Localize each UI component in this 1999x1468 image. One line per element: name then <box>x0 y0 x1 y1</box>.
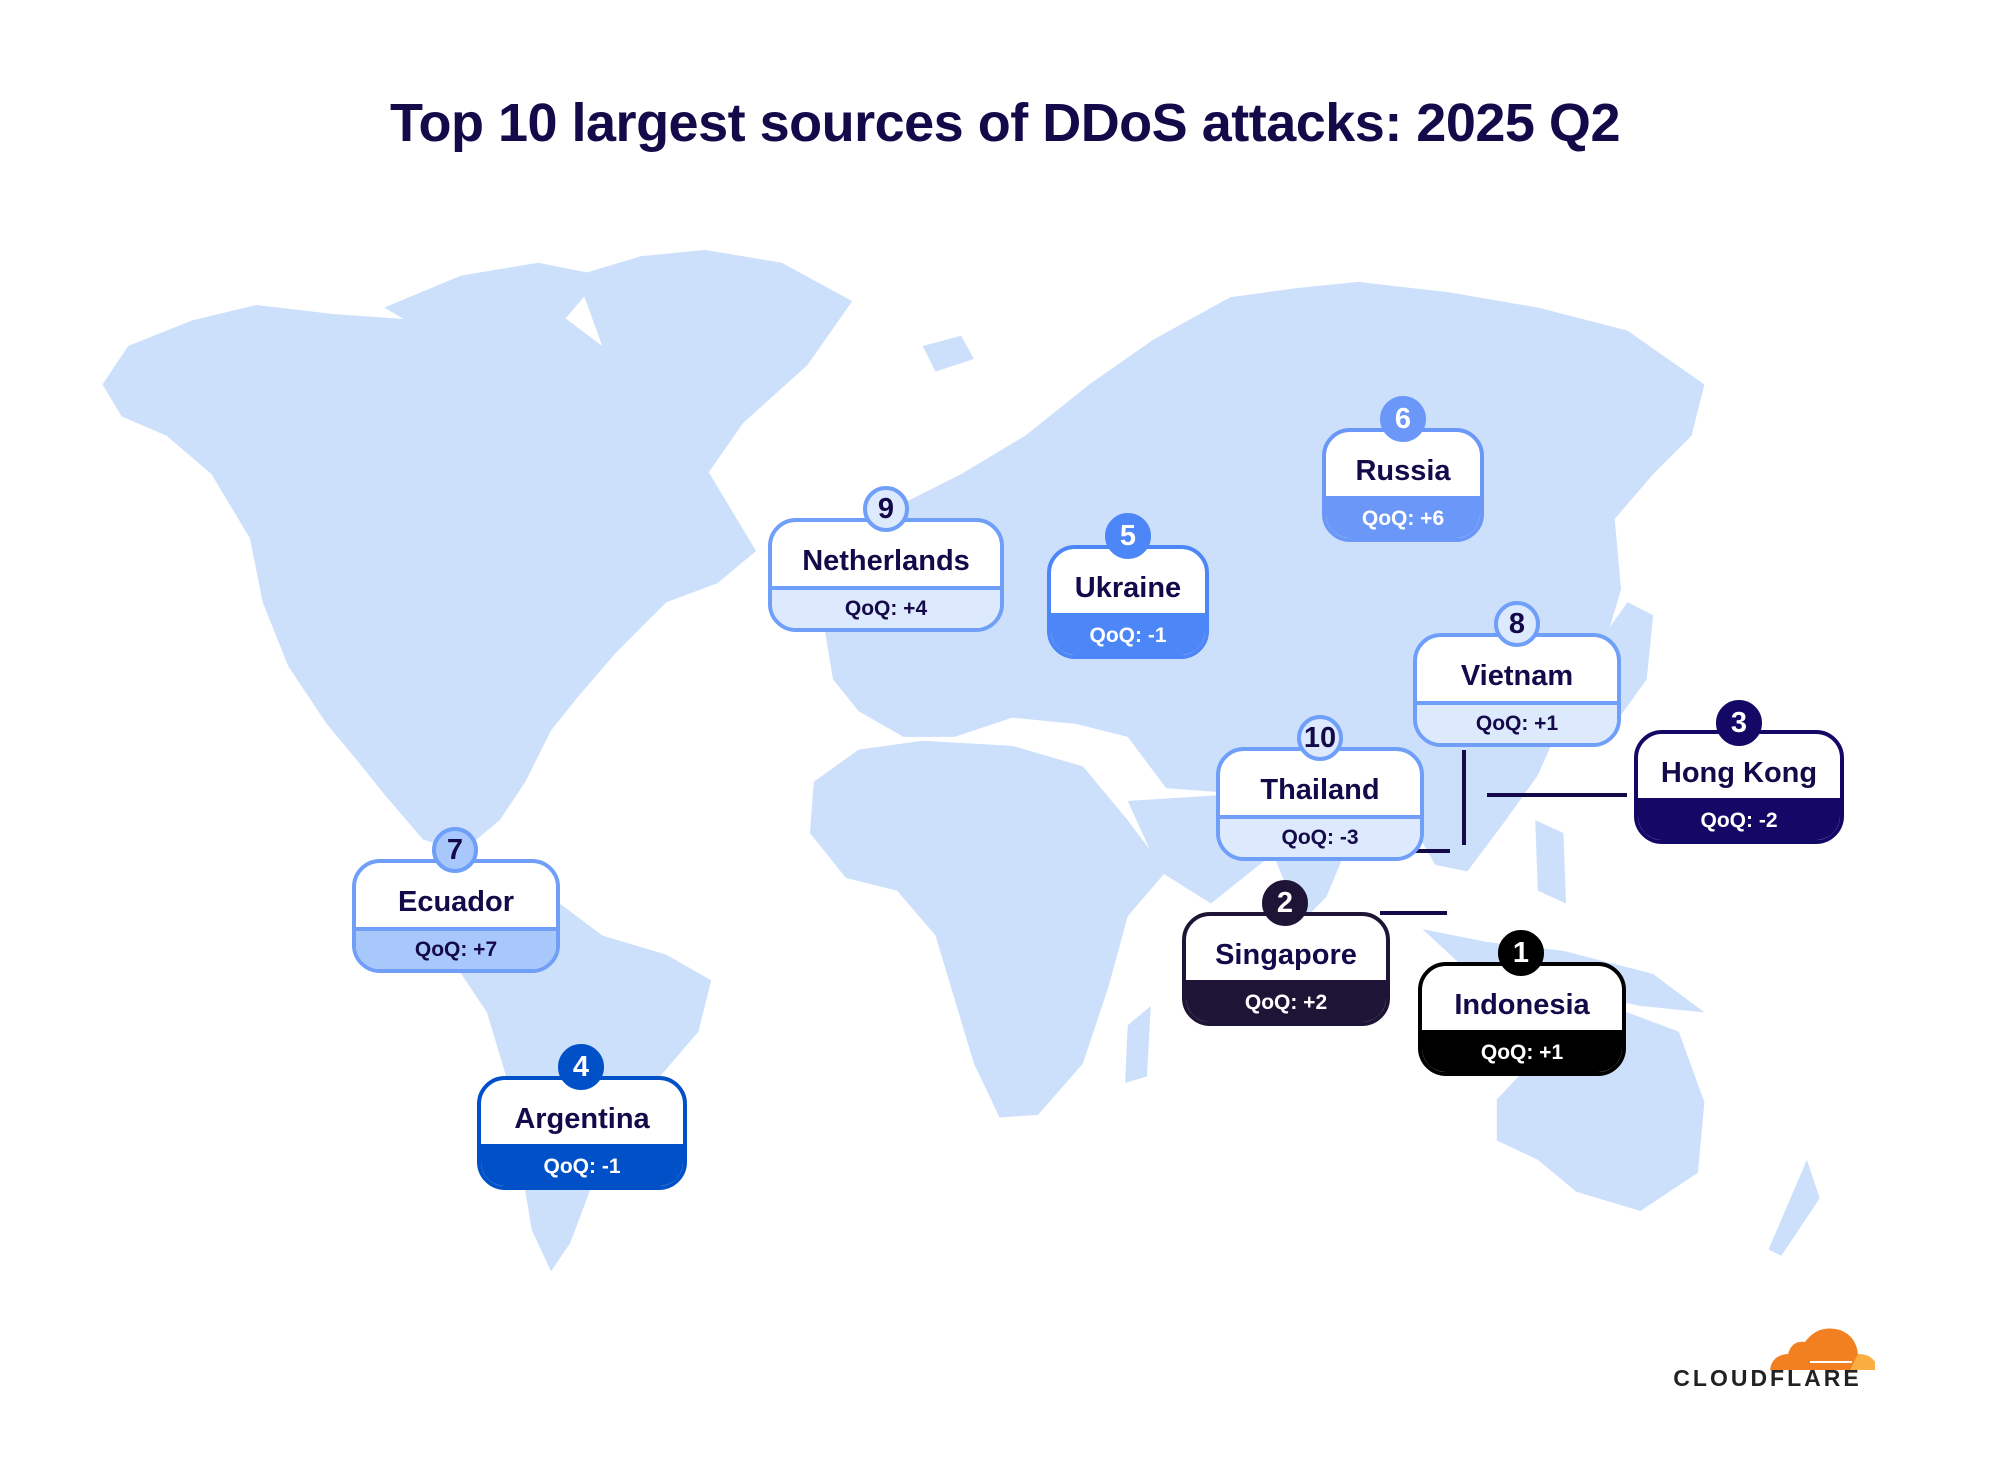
country-name: Hong Kong <box>1660 757 1818 789</box>
country-card-vietnam: Vietnam QoQ: +1 <box>1413 633 1621 747</box>
madagascar <box>1125 1005 1151 1083</box>
qoq-change: QoQ: +6 <box>1326 496 1480 538</box>
qoq-change: QoQ: -1 <box>1051 613 1205 655</box>
country-name: Vietnam <box>1460 660 1574 692</box>
rank-badge: 1 <box>1498 930 1544 976</box>
country-name: Ukraine <box>1074 572 1182 604</box>
rank-badge: 3 <box>1716 700 1762 746</box>
country-card-indonesia: Indonesia QoQ: +1 <box>1418 962 1626 1076</box>
rank-badge: 7 <box>432 827 478 873</box>
new-zealand <box>1768 1159 1820 1256</box>
qoq-change: QoQ: -3 <box>1220 815 1420 857</box>
singapore-connector <box>1380 911 1447 915</box>
scandinavia <box>1070 365 1199 507</box>
country-name: Thailand <box>1260 774 1380 806</box>
arctic-islands <box>384 262 603 336</box>
rank-badge: 2 <box>1262 880 1308 926</box>
philippines <box>1535 820 1566 904</box>
north-america <box>102 297 757 853</box>
chart-title: Top 10 largest sources of DDoS attacks: … <box>390 93 1620 153</box>
rank-badge: 4 <box>558 1044 604 1090</box>
rank-badge: 10 <box>1297 715 1343 761</box>
iceland <box>922 335 974 372</box>
country-card-argentina: Argentina QoQ: -1 <box>477 1076 687 1190</box>
country-name: Singapore <box>1215 939 1357 971</box>
country-card-hong-kong: Hong Kong QoQ: -2 <box>1634 730 1844 844</box>
country-name: Argentina <box>514 1103 650 1135</box>
africa <box>809 740 1167 1118</box>
uk <box>993 538 1041 622</box>
rank-badge: 6 <box>1380 396 1426 442</box>
country-card-singapore: Singapore QoQ: +2 <box>1182 912 1390 1026</box>
hongkong-connector <box>1487 793 1627 797</box>
rank-badge: 9 <box>863 486 909 532</box>
country-name: Ecuador <box>397 886 515 918</box>
eurasia <box>820 281 1705 923</box>
country-card-ecuador: Ecuador QoQ: +7 <box>352 859 560 973</box>
country-name: Russia <box>1355 455 1451 487</box>
rank-badge: 8 <box>1494 601 1540 647</box>
country-name: Netherlands <box>802 545 970 577</box>
qoq-change: QoQ: -1 <box>481 1144 683 1186</box>
country-card-netherlands: Netherlands QoQ: +4 <box>768 518 1004 632</box>
country-name: Indonesia <box>1454 989 1590 1021</box>
greenland <box>576 249 853 545</box>
country-card-russia: Russia QoQ: +6 <box>1322 428 1484 542</box>
cloudflare-logo-text: CLOUDFLARE <box>1673 1365 1862 1391</box>
qoq-change: QoQ: +1 <box>1417 701 1617 743</box>
qoq-change: QoQ: +2 <box>1186 980 1386 1022</box>
rank-badge: 5 <box>1105 513 1151 559</box>
qoq-change: QoQ: +4 <box>772 586 1000 628</box>
country-card-thailand: Thailand QoQ: -3 <box>1216 747 1424 861</box>
qoq-change: QoQ: +1 <box>1422 1030 1622 1072</box>
vietnam-connector <box>1462 750 1466 845</box>
cloud-icon <box>1770 1328 1875 1370</box>
qoq-change: QoQ: -2 <box>1638 798 1840 840</box>
country-card-ukraine: Ukraine QoQ: -1 <box>1047 545 1209 659</box>
qoq-change: QoQ: +7 <box>356 927 556 969</box>
thailand-connector <box>1412 849 1450 853</box>
